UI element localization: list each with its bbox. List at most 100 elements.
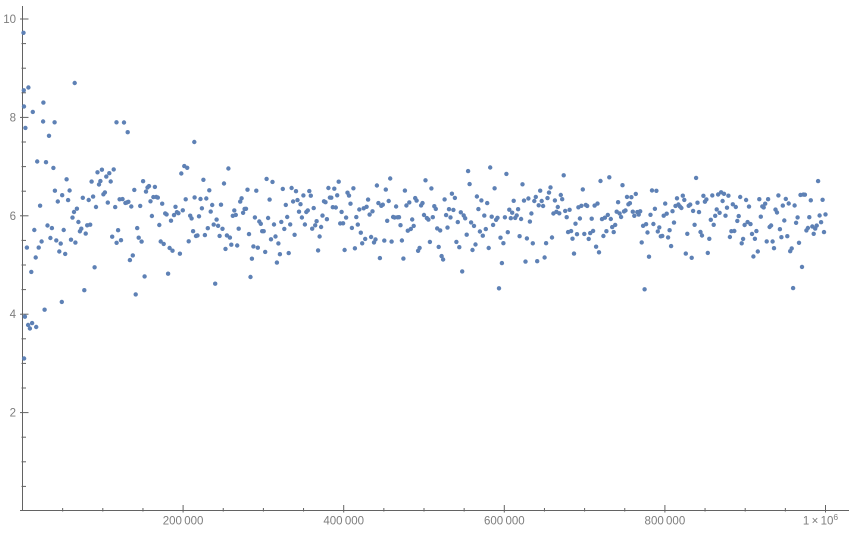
data-point <box>89 179 94 184</box>
data-point <box>343 215 349 220</box>
data-point <box>771 246 777 251</box>
data-point <box>273 234 278 239</box>
data-point <box>136 235 141 240</box>
data-point <box>710 193 715 198</box>
data-point <box>21 356 27 361</box>
data-point <box>165 271 171 276</box>
data-point <box>282 226 287 232</box>
data-point <box>799 264 805 270</box>
data-point <box>179 171 184 176</box>
data-point <box>364 204 369 209</box>
data-point <box>398 223 403 228</box>
data-point <box>451 207 456 213</box>
data-point <box>67 188 72 193</box>
data-point <box>408 226 413 232</box>
data-point <box>689 255 694 260</box>
data-point <box>598 178 603 184</box>
data-point <box>355 222 360 227</box>
data-point <box>573 221 578 226</box>
data-point <box>76 219 81 225</box>
data-point <box>160 201 165 206</box>
data-point <box>313 223 318 228</box>
data-point <box>342 247 347 253</box>
data-point <box>477 229 483 234</box>
data-point <box>120 196 125 202</box>
data-point <box>538 188 543 193</box>
data-point <box>510 210 515 215</box>
data-point <box>46 133 52 138</box>
data-point <box>95 170 100 175</box>
data-point <box>758 214 763 219</box>
x-tick-label: 200 000 <box>163 516 204 528</box>
data-point <box>261 229 266 234</box>
data-point <box>138 203 143 209</box>
data-point <box>590 228 596 234</box>
data-point <box>505 230 510 235</box>
data-point <box>457 245 462 250</box>
data-point <box>698 229 703 235</box>
data-point <box>315 248 321 253</box>
y-tick-label: 8 <box>10 112 16 124</box>
data-point <box>768 223 774 228</box>
data-point <box>290 199 296 204</box>
data-point <box>220 226 225 231</box>
data-point <box>180 208 185 213</box>
data-point <box>642 287 647 292</box>
data-point <box>45 223 50 228</box>
data-point <box>240 210 246 215</box>
data-point <box>604 229 609 234</box>
data-point <box>26 85 31 90</box>
data-point <box>389 239 394 244</box>
data-point <box>108 179 113 184</box>
data-point <box>125 130 130 135</box>
data-point <box>488 165 493 170</box>
data-point <box>155 195 160 200</box>
data-point <box>823 212 828 217</box>
data-point <box>495 215 500 220</box>
data-point <box>55 199 60 204</box>
data-point <box>396 215 402 220</box>
data-point <box>73 240 78 245</box>
data-point <box>690 208 696 214</box>
data-point <box>254 188 259 193</box>
data-point <box>365 197 371 202</box>
data-point <box>786 201 791 206</box>
data-point <box>821 229 827 235</box>
data-point <box>561 173 566 178</box>
data-point <box>215 223 221 228</box>
data-point <box>64 177 69 182</box>
data-point <box>782 218 787 223</box>
data-point <box>238 199 243 204</box>
data-point <box>696 209 702 215</box>
data-point <box>496 286 502 291</box>
data-point <box>246 231 252 237</box>
data-point <box>318 224 324 230</box>
data-point <box>140 179 146 184</box>
data-point <box>563 208 568 214</box>
data-point <box>202 232 208 238</box>
data-point <box>632 213 637 218</box>
data-point <box>158 239 163 244</box>
data-point <box>102 190 108 195</box>
data-point <box>302 222 308 227</box>
data-point <box>692 222 697 227</box>
data-point <box>98 178 103 184</box>
data-points <box>21 30 828 361</box>
data-point <box>623 208 628 213</box>
data-point <box>721 191 727 196</box>
data-point <box>255 245 260 250</box>
data-point <box>785 234 790 239</box>
data-point <box>717 210 722 215</box>
data-point <box>433 206 438 212</box>
data-point <box>449 191 455 196</box>
data-point <box>682 197 687 203</box>
data-point <box>363 236 368 242</box>
data-point <box>751 254 756 259</box>
data-point <box>268 237 274 242</box>
data-point <box>21 30 26 35</box>
data-point <box>802 192 808 197</box>
data-point <box>22 314 28 319</box>
data-point <box>476 206 481 212</box>
data-point <box>399 238 405 243</box>
